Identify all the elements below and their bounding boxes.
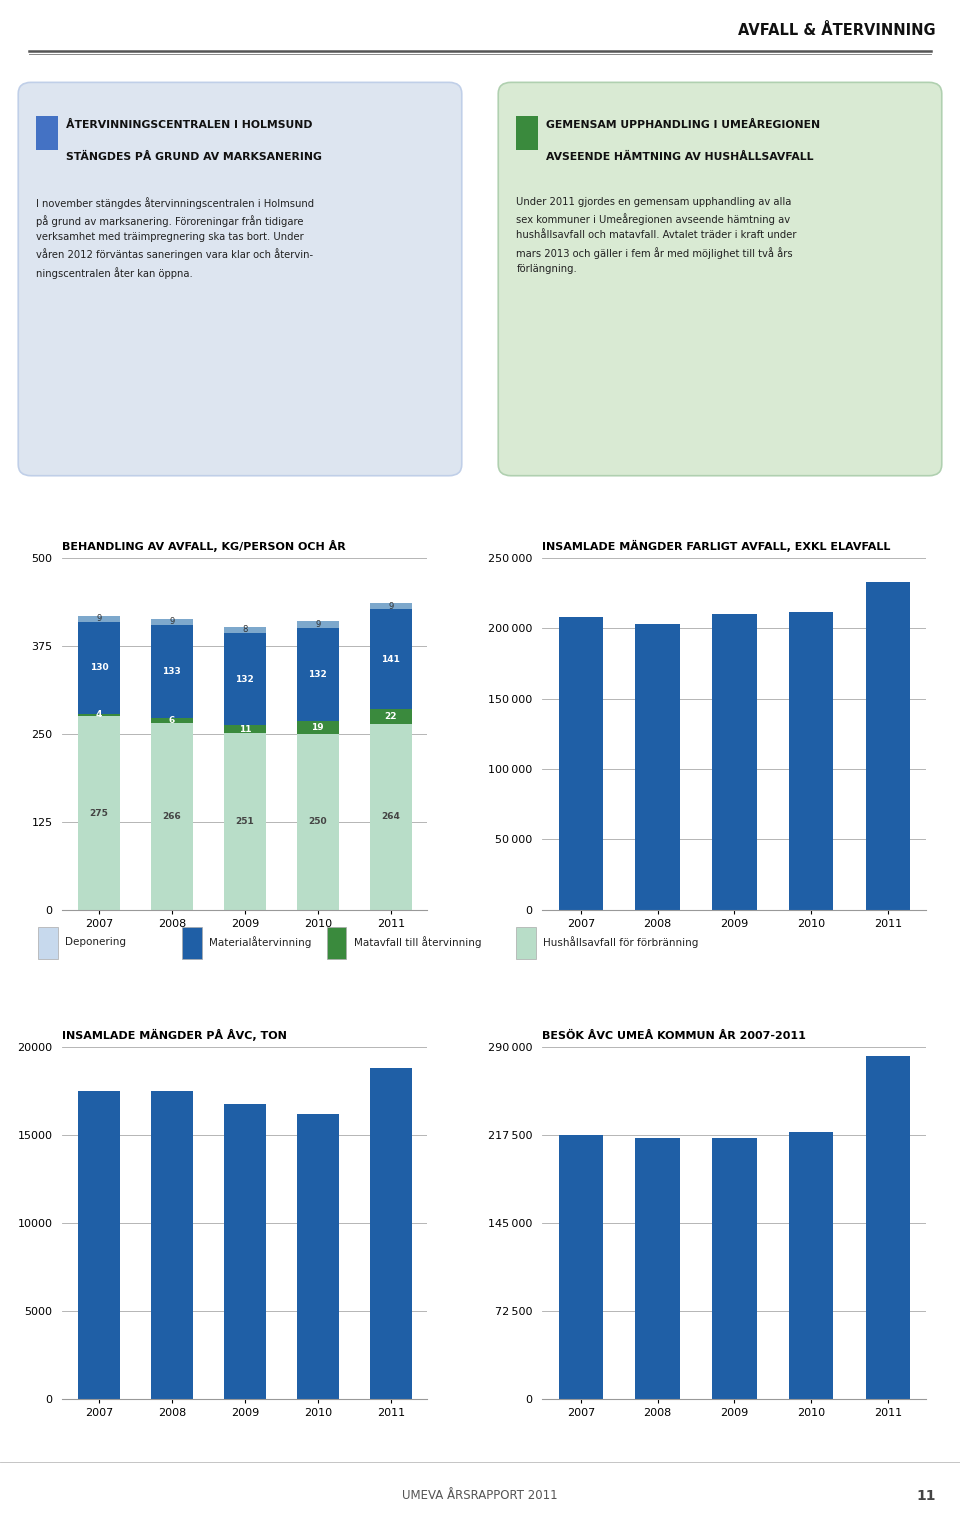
Bar — [297, 1115, 339, 1399]
Bar — [789, 612, 833, 910]
Text: GEMENSAM UPPHANDLING I UMEÅREGIONEN: GEMENSAM UPPHANDLING I UMEÅREGIONEN — [546, 121, 820, 130]
Bar — [297, 734, 339, 910]
Bar — [636, 1138, 680, 1399]
Text: 250: 250 — [308, 818, 327, 826]
Bar — [182, 927, 202, 960]
Bar — [516, 116, 538, 150]
Bar — [370, 708, 412, 725]
Text: UMEVA ÅRSRAPPORT 2011: UMEVA ÅRSRAPPORT 2011 — [402, 1489, 558, 1503]
Text: 9: 9 — [96, 615, 102, 624]
Bar — [789, 1133, 833, 1399]
Text: Matavfall till återvinning: Matavfall till återvinning — [353, 937, 481, 948]
Bar — [866, 583, 910, 910]
Text: 11: 11 — [238, 725, 252, 734]
Bar — [326, 927, 347, 960]
Text: 132: 132 — [308, 670, 327, 679]
Text: AVSEENDE HÄMTNING AV HUSHÅLLSAVFALL: AVSEENDE HÄMTNING AV HUSHÅLLSAVFALL — [546, 153, 813, 162]
Bar — [78, 1092, 120, 1399]
Bar — [516, 927, 536, 960]
Text: 266: 266 — [162, 812, 181, 821]
Bar — [151, 1092, 193, 1399]
Text: 275: 275 — [89, 809, 108, 818]
Text: INSAMLADE MÄNGDER PÅ ÅVC, TON: INSAMLADE MÄNGDER PÅ ÅVC, TON — [62, 1029, 287, 1041]
Text: ÅTERVINNINGSCENTRALEN I HOLMSUND: ÅTERVINNINGSCENTRALEN I HOLMSUND — [66, 121, 313, 130]
Text: Deponering: Deponering — [65, 937, 126, 948]
Text: 9: 9 — [388, 602, 394, 610]
Bar — [78, 622, 120, 714]
Bar — [224, 633, 266, 725]
Bar — [866, 1057, 910, 1399]
Bar — [78, 716, 120, 910]
Bar — [224, 627, 266, 633]
Bar — [559, 1135, 603, 1399]
Text: 4: 4 — [96, 711, 102, 720]
FancyBboxPatch shape — [498, 83, 942, 476]
Text: 132: 132 — [235, 674, 254, 683]
Text: BESÖK ÅVC UMEÅ KOMMUN ÅR 2007-2011: BESÖK ÅVC UMEÅ KOMMUN ÅR 2007-2011 — [542, 1031, 806, 1041]
Text: 19: 19 — [311, 723, 324, 732]
Bar — [36, 116, 58, 150]
Bar — [151, 719, 193, 723]
Bar — [151, 723, 193, 910]
Text: Hushållsavfall för förbränning: Hushållsavfall för förbränning — [543, 937, 699, 948]
Bar — [297, 720, 339, 734]
FancyBboxPatch shape — [18, 83, 462, 476]
Bar — [224, 734, 266, 910]
Bar — [712, 1138, 756, 1399]
Bar — [37, 927, 58, 960]
Text: 9: 9 — [169, 618, 175, 627]
Text: 264: 264 — [381, 812, 400, 821]
Bar — [636, 624, 680, 910]
Bar — [151, 625, 193, 719]
Text: BEHANDLING AV AVFALL, KG/PERSON OCH ÅR: BEHANDLING AV AVFALL, KG/PERSON OCH ÅR — [62, 540, 347, 552]
Bar — [370, 602, 412, 610]
Text: Under 2011 gjordes en gemensam upphandling av alla
sex kommuner i Umeåregionen a: Under 2011 gjordes en gemensam upphandli… — [516, 197, 797, 274]
Bar — [297, 621, 339, 628]
Bar — [224, 725, 266, 734]
Bar — [78, 616, 120, 622]
Text: 133: 133 — [162, 667, 181, 676]
Text: 9: 9 — [315, 621, 321, 628]
Text: 8: 8 — [242, 625, 248, 635]
Text: 130: 130 — [89, 664, 108, 673]
Text: INSAMLADE MÄNGDER FARLIGT AVFALL, EXKL ELAVFALL: INSAMLADE MÄNGDER FARLIGT AVFALL, EXKL E… — [542, 540, 891, 552]
Bar — [151, 619, 193, 625]
Bar — [712, 615, 756, 910]
Text: AVFALL & ÅTERVINNING: AVFALL & ÅTERVINNING — [738, 23, 936, 38]
Bar — [370, 725, 412, 910]
Text: Materialåtervinning: Materialåtervinning — [209, 937, 312, 948]
Text: 141: 141 — [381, 654, 400, 664]
Text: 11: 11 — [917, 1489, 936, 1503]
Text: 251: 251 — [235, 816, 254, 826]
Text: 22: 22 — [384, 713, 397, 720]
Bar — [78, 714, 120, 716]
Bar — [370, 610, 412, 708]
Bar — [224, 1104, 266, 1399]
Bar — [297, 628, 339, 720]
Text: 6: 6 — [169, 716, 175, 725]
Bar — [559, 618, 603, 910]
Bar — [370, 1069, 412, 1399]
Text: I november stängdes återvinningscentralen i Holmsund
på grund av marksanering. F: I november stängdes återvinningscentrale… — [36, 197, 315, 278]
Text: STÄNGDES PÅ GRUND AV MARKSANERING: STÄNGDES PÅ GRUND AV MARKSANERING — [66, 153, 322, 162]
